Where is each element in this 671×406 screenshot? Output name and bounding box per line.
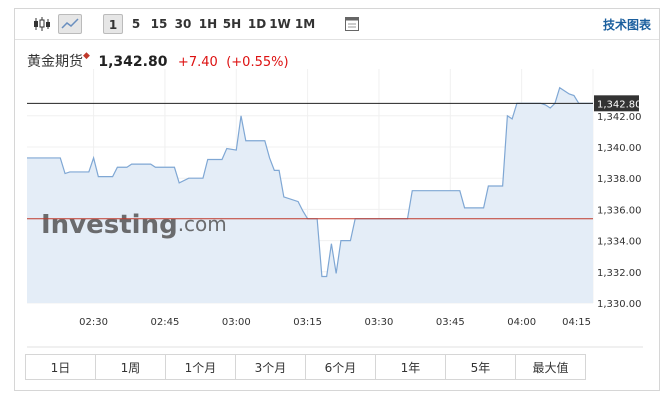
x-tick-label: 03:00 (222, 317, 251, 328)
change-pct: (+0.55%) (226, 55, 289, 70)
y-tick-label: 1,336.00 (597, 205, 642, 216)
range-button[interactable]: 1周 (95, 354, 166, 380)
candle-icon[interactable] (33, 16, 51, 32)
range-button[interactable]: 1个月 (165, 354, 236, 380)
interval-button[interactable]: 1 (103, 14, 123, 34)
last-price-box (594, 95, 639, 112)
flag: ◆ (83, 51, 90, 61)
interval-button[interactable]: 15 (150, 17, 168, 31)
x-tick-label: 02:45 (151, 317, 180, 328)
interval-button[interactable]: 5H (222, 17, 242, 31)
price-line (27, 86, 593, 278)
range-button[interactable]: 1日 (25, 354, 96, 380)
line-icon[interactable] (58, 14, 82, 34)
range-button[interactable]: 1年 (375, 354, 446, 380)
interval-button[interactable]: 1M (294, 17, 316, 31)
interval-button[interactable]: 1D (247, 17, 267, 31)
calendar-icon[interactable] (345, 17, 359, 31)
y-tick-label: 1,338.00 (597, 174, 642, 185)
range-buttons: 1日 1周 1个月 3个月 6个月 1年 5年 最大值 (25, 354, 586, 380)
watermark: Investing.com (41, 210, 227, 240)
range-button[interactable]: 最大值 (515, 354, 586, 380)
instrument-name: 黄金期货 (27, 54, 83, 70)
chart: 1,330.00 1,332.00 1,334.00 1,336.00 1,338.00… (27, 69, 643, 348)
y-tick-label: 1,340.00 (597, 143, 642, 154)
interval-button[interactable]: 1H (198, 17, 218, 31)
y-tick-label: 1,342.00 (597, 112, 642, 123)
change: +7.40 (177, 55, 218, 70)
range-button[interactable]: 5年 (445, 354, 516, 380)
watermark-suffix: .com (178, 212, 227, 236)
x-tick-label: 04:00 (507, 317, 536, 328)
chart-widget: 1 5 15 30 1H 5H 1D 1W 1M 技术图表 黄金期货◆ 1,342.80 +7.… (14, 8, 660, 391)
x-tick-label: 03:45 (436, 317, 465, 328)
interval-button[interactable]: 30 (174, 17, 192, 31)
y-tick-label: 1,334.00 (597, 237, 642, 248)
toolbar: 1 5 15 30 1H 5H 1D 1W 1M 技术图表 (15, 9, 659, 40)
x-tick-label: 02:30 (79, 317, 108, 328)
x-tick-label: 03:15 (293, 317, 322, 328)
interval-button[interactable]: 5 (131, 17, 141, 31)
range-button[interactable]: 3个月 (235, 354, 306, 380)
x-tick-label: 04:15 (562, 317, 591, 328)
quote-header: 黄金期货◆ 1,342.80 +7.40 (+0.55%) (27, 51, 289, 71)
price-area (27, 87, 593, 303)
y-tick-label: 1,330.00 (597, 299, 642, 310)
price: 1,342.80 (98, 54, 168, 70)
y-tick-label: 1,332.00 (597, 268, 642, 279)
last-price-label: 1,342.80 (597, 99, 642, 110)
interval-button[interactable]: 1W (269, 17, 291, 31)
tech-chart-link[interactable]: 技术图表 (602, 18, 651, 32)
watermark-brand: Investing (41, 210, 178, 240)
range-button[interactable]: 6个月 (305, 354, 376, 380)
x-tick-label: 03:30 (365, 317, 394, 328)
